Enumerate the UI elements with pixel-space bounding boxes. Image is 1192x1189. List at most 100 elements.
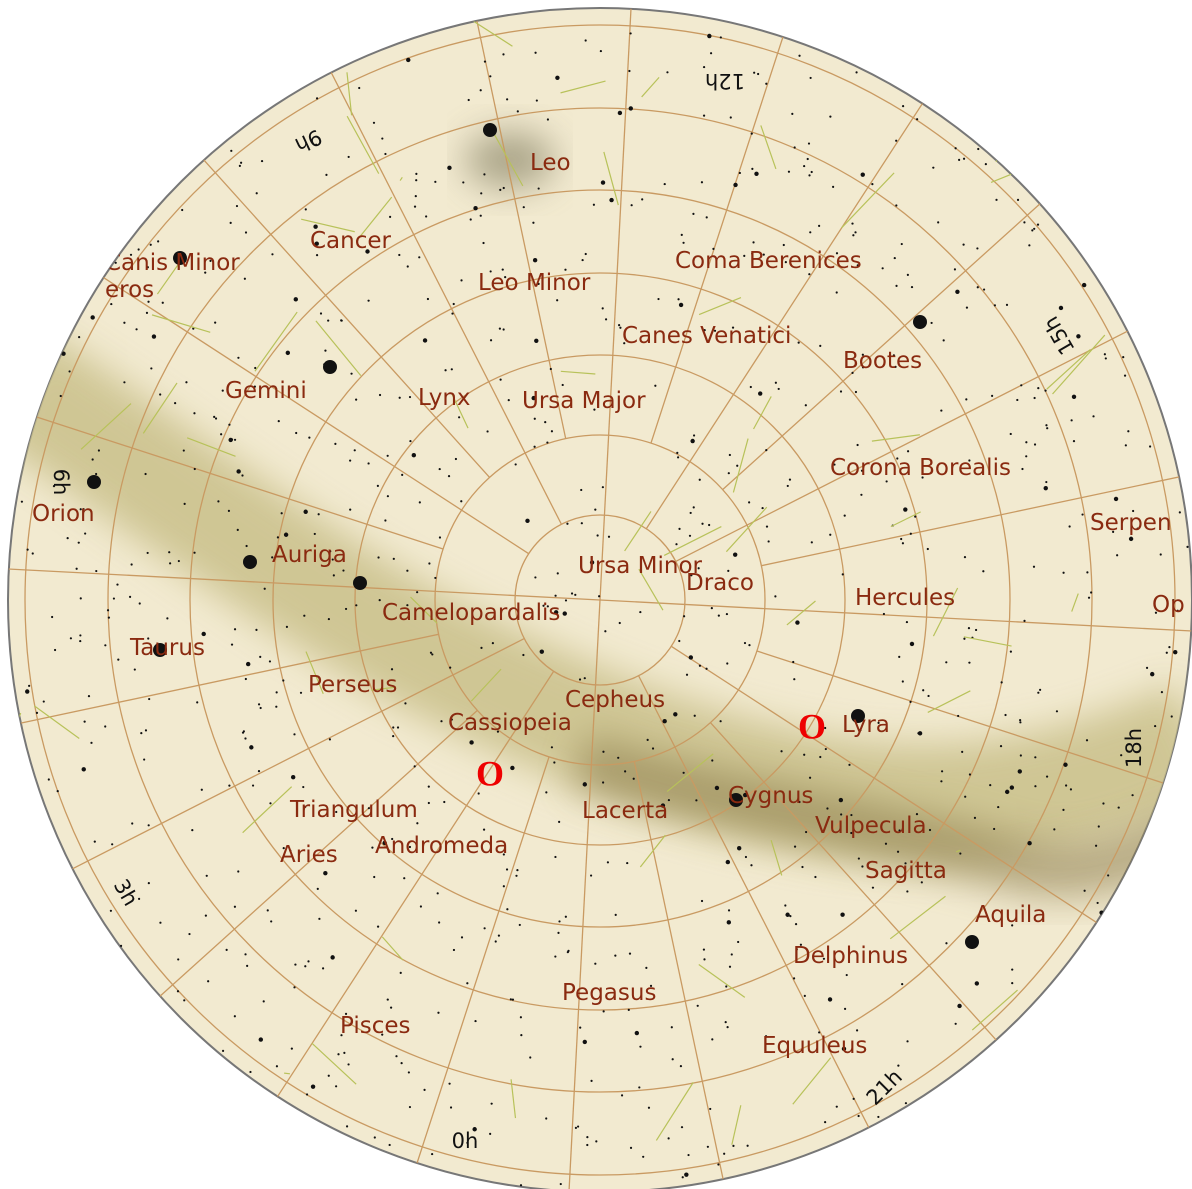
star [1011, 982, 1014, 985]
star [841, 1046, 847, 1052]
star [95, 569, 98, 573]
star [808, 174, 811, 177]
star [626, 861, 629, 865]
star [1031, 229, 1034, 232]
star [544, 421, 547, 424]
star [965, 306, 969, 309]
star [119, 944, 123, 947]
star [403, 877, 406, 880]
star [381, 1033, 384, 1036]
star [743, 254, 746, 257]
star [645, 966, 648, 970]
constellation-label: Cassiopeia [448, 710, 572, 736]
star [680, 233, 683, 236]
star [151, 334, 157, 339]
star [604, 630, 607, 633]
star [26, 548, 29, 551]
star [204, 271, 207, 274]
star [667, 1137, 670, 1140]
star [871, 183, 874, 186]
constellation-line [80, 403, 132, 450]
star [657, 297, 660, 301]
star [462, 181, 465, 184]
star [501, 268, 504, 271]
star [304, 965, 307, 968]
star [861, 353, 864, 356]
star [629, 32, 632, 35]
star [710, 607, 713, 610]
star [639, 610, 642, 614]
constellation-line [186, 437, 236, 457]
star [1086, 571, 1089, 574]
star [808, 273, 811, 276]
star [1160, 691, 1164, 694]
star [795, 948, 798, 951]
hour-line [638, 675, 873, 1135]
constellation-label: Draco [686, 570, 754, 596]
star [757, 72, 760, 76]
star [343, 1051, 346, 1054]
hour-line [633, 761, 726, 1188]
star [559, 1182, 562, 1186]
star [192, 327, 195, 330]
star [609, 197, 614, 203]
star [499, 378, 502, 381]
constellation-label: Equuleus [762, 1033, 867, 1059]
declination-circle [272, 272, 928, 928]
declination-circle [24, 24, 1176, 1176]
constellation-label: Cepheus [565, 687, 665, 713]
star [977, 147, 980, 151]
star [1058, 305, 1064, 311]
star [355, 604, 358, 607]
star [582, 1039, 587, 1045]
star [507, 398, 510, 402]
constellation-line [371, 686, 397, 691]
star [467, 98, 470, 102]
star [342, 569, 345, 572]
star [675, 543, 678, 546]
star [746, 1144, 749, 1147]
star [1019, 721, 1022, 724]
star [824, 726, 827, 730]
star [399, 971, 402, 974]
star [1172, 598, 1175, 602]
nebula-patch [465, 132, 555, 188]
star [809, 231, 812, 234]
star [707, 33, 712, 39]
star [283, 532, 289, 537]
star [649, 984, 653, 987]
constellation-line [889, 895, 946, 940]
star [1023, 619, 1026, 622]
star [409, 439, 412, 443]
star [641, 198, 644, 201]
star [378, 393, 382, 397]
star [822, 957, 826, 960]
star [332, 574, 335, 577]
star [79, 597, 82, 600]
star [131, 822, 134, 825]
star [857, 1114, 860, 1118]
declination-circle [354, 354, 846, 846]
star [116, 583, 119, 586]
constellation-label: Triangulum [289, 797, 418, 823]
star [1034, 756, 1037, 759]
star [227, 509, 231, 513]
star [697, 567, 700, 570]
star [489, 339, 493, 342]
star [389, 215, 392, 218]
star [777, 387, 780, 391]
star [520, 1034, 523, 1037]
star [427, 785, 430, 788]
star [1170, 715, 1173, 718]
star [408, 395, 412, 399]
star [318, 917, 321, 920]
star [193, 551, 196, 554]
star [1039, 688, 1042, 691]
star [761, 506, 764, 510]
star [253, 385, 256, 388]
declination-circle [107, 107, 1093, 1093]
star [793, 678, 796, 681]
star [702, 114, 706, 117]
star [128, 595, 132, 598]
